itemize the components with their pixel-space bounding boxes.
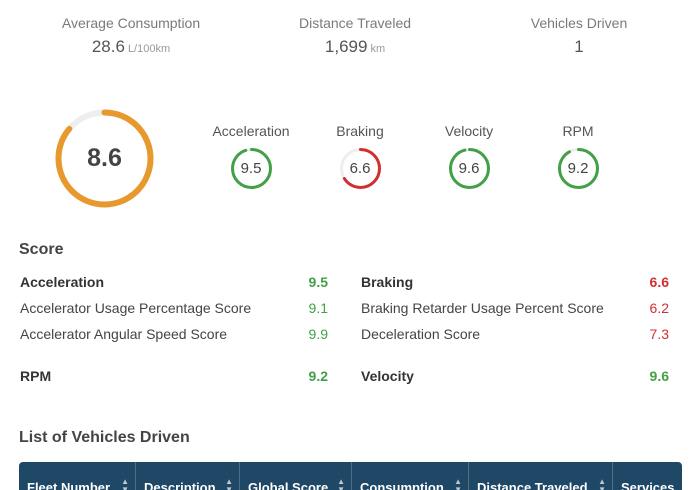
gauge-label: Velocity <box>444 123 494 139</box>
column-header-description[interactable]: Description ▲ ▼ <box>136 462 240 490</box>
stat-label: Distance Traveled <box>298 15 412 31</box>
stat-label: Vehicles Driven <box>530 15 628 31</box>
score-row-braking: Braking 6.6 <box>361 274 669 290</box>
stat-value: 1,699 km <box>299 37 411 57</box>
global-score-value: 8.6 <box>87 144 122 172</box>
sort-icon[interactable]: ▲ ▼ <box>598 477 606 490</box>
score-row-accelerator-angular-speed: Accelerator Angular Speed Score 9.9 <box>20 326 328 342</box>
stat-label: Average Consumption <box>61 15 201 31</box>
column-header-global-score[interactable]: Global Score ▲ ▼ <box>240 462 352 490</box>
column-header-fleet-number[interactable]: Fleet Number ▲ ▼ <box>19 462 136 490</box>
gauge-value: 9.2 <box>567 160 589 177</box>
gauge-ring: 9.6 <box>448 147 491 190</box>
gauge-ring: 9.2 <box>557 147 600 190</box>
gauge-label: Braking <box>336 123 384 139</box>
score-row-velocity: Velocity 9.6 <box>361 368 669 384</box>
score-label: Accelerator Usage Percentage Score <box>20 300 252 316</box>
column-label: Distance Traveled <box>477 480 588 490</box>
column-header-distance-traveled[interactable]: Distance Traveled ▲ ▼ <box>469 462 613 490</box>
gauge-label: Acceleration <box>212 123 290 139</box>
score-row-deceleration: Deceleration Score 7.3 <box>361 326 669 342</box>
score-value: 6.2 <box>649 300 669 316</box>
score-value: 6.6 <box>649 274 669 290</box>
score-label: Braking <box>361 274 414 290</box>
column-label: Description <box>144 480 216 490</box>
score-label: Braking Retarder Usage Percent Score <box>361 300 604 316</box>
stat-vehicles-driven: Vehicles Driven 1 <box>531 15 628 57</box>
gauge-arc <box>230 148 272 189</box>
stat-value: 28.6 L/100km <box>62 37 200 57</box>
gauge-arc <box>339 148 381 189</box>
score-label: Acceleration <box>20 274 105 290</box>
column-header-services[interactable]: Services <box>613 462 682 490</box>
score-value: 7.3 <box>649 326 669 342</box>
column-label: Services <box>621 480 675 490</box>
stat-value: 1 <box>531 37 628 57</box>
column-label: Fleet Number <box>27 480 111 490</box>
gauge-velocity: Velocity 9.6 <box>414 123 524 190</box>
sort-icon[interactable]: ▲ ▼ <box>121 477 129 490</box>
column-label: Global Score <box>248 480 329 490</box>
column-label: Consumption <box>360 480 444 490</box>
score-value: 9.5 <box>308 274 328 290</box>
gauge-ring: 6.6 <box>339 147 382 190</box>
score-value: 9.6 <box>649 368 669 384</box>
global-score-gauge: 8.6 <box>54 108 155 209</box>
score-value: 9.2 <box>308 368 328 384</box>
gauge-braking: Braking 6.6 <box>305 123 415 190</box>
score-label: Accelerator Angular Speed Score <box>20 326 228 342</box>
gauge-value: 9.5 <box>240 160 262 177</box>
stat-number: 1 <box>574 37 584 56</box>
score-label: Deceleration Score <box>361 326 481 342</box>
stat-average-consumption: Average Consumption 28.6 L/100km <box>62 15 200 57</box>
score-row-accelerator-usage: Accelerator Usage Percentage Score 9.1 <box>20 300 328 316</box>
column-header-consumption[interactable]: Consumption ▲ ▼ <box>352 462 469 490</box>
gauge-arc <box>557 148 599 189</box>
score-value: 9.1 <box>308 300 328 316</box>
gauge-rpm: RPM 9.2 <box>523 123 633 190</box>
gauge-value: 6.6 <box>349 160 371 177</box>
score-row-braking-retarder: Braking Retarder Usage Percent Score 6.2 <box>361 300 669 316</box>
sort-icon[interactable]: ▲ ▼ <box>225 477 233 490</box>
sort-icon[interactable]: ▲ ▼ <box>454 477 462 490</box>
gauge-acceleration: Acceleration 9.5 <box>196 123 306 190</box>
vehicles-table-header: Fleet Number ▲ ▼ Description ▲ ▼ Global Sc… <box>19 462 682 490</box>
score-label: RPM <box>20 368 52 384</box>
sort-icon[interactable]: ▲ ▼ <box>337 477 345 490</box>
score-section-title: Score <box>19 241 64 258</box>
score-label: Velocity <box>361 368 414 384</box>
score-value: 9.9 <box>308 326 328 342</box>
gauge-label: RPM <box>562 123 594 139</box>
global-score-ring <box>55 109 154 208</box>
stat-number: 1,699 <box>324 37 368 56</box>
score-row-acceleration: Acceleration 9.5 <box>20 274 328 290</box>
stat-distance-traveled: Distance Traveled 1,699 km <box>299 15 411 57</box>
gauge-ring: 9.5 <box>230 147 273 190</box>
stat-unit: km <box>370 43 386 55</box>
vehicles-list-title: List of Vehicles Driven <box>19 429 190 446</box>
stat-number: 28.6 <box>91 37 125 56</box>
global-score-arc <box>55 109 154 208</box>
score-row-rpm: RPM 9.2 <box>20 368 328 384</box>
stat-unit: L/100km <box>127 43 171 55</box>
gauge-value: 9.6 <box>458 160 480 177</box>
gauge-arc <box>448 148 490 189</box>
